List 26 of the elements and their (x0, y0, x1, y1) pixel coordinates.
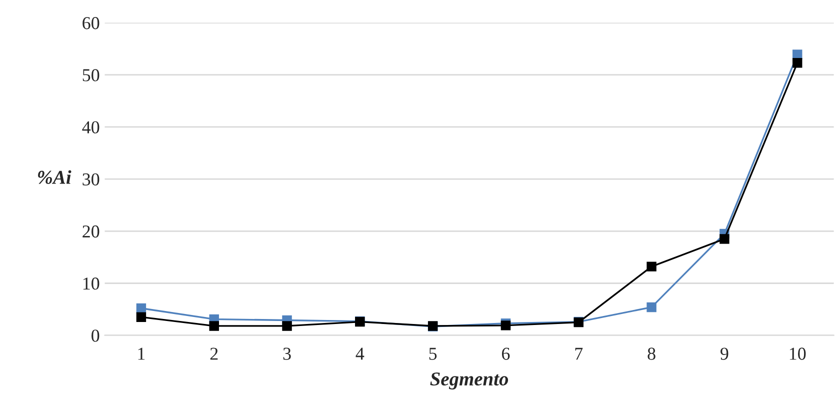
x-tick-label: 8 (648, 348, 656, 360)
y-tick-label: 0 (92, 330, 100, 342)
point (646, 262, 656, 272)
x-tick-label: 3 (283, 348, 291, 360)
y-tick-label: 10 (83, 278, 100, 290)
point (792, 58, 802, 68)
x-tick-label: 9 (720, 348, 728, 360)
y-axis-title: %Ai (38, 170, 72, 184)
x-tick-label: 4 (356, 348, 364, 360)
point (136, 312, 146, 322)
y-tick-label: 50 (82, 69, 100, 82)
x-tick-label: 2 (210, 348, 218, 360)
x-tick-label: 5 (429, 348, 437, 360)
y-tick-label: 20 (82, 225, 100, 238)
x-tick-label: 10 (790, 348, 806, 360)
y-tick-label: 40 (82, 121, 100, 134)
y-tick-label: 30 (82, 173, 100, 186)
point (282, 321, 292, 331)
point (720, 234, 730, 244)
x-axis-title: Segmento (430, 372, 508, 390)
x-tick-label: 1 (138, 348, 145, 360)
y-tick-label: 60 (82, 17, 100, 30)
x-tick-label: 6 (502, 348, 510, 360)
point (646, 302, 656, 312)
point (209, 321, 219, 331)
x-tick-label: 7 (575, 348, 583, 360)
